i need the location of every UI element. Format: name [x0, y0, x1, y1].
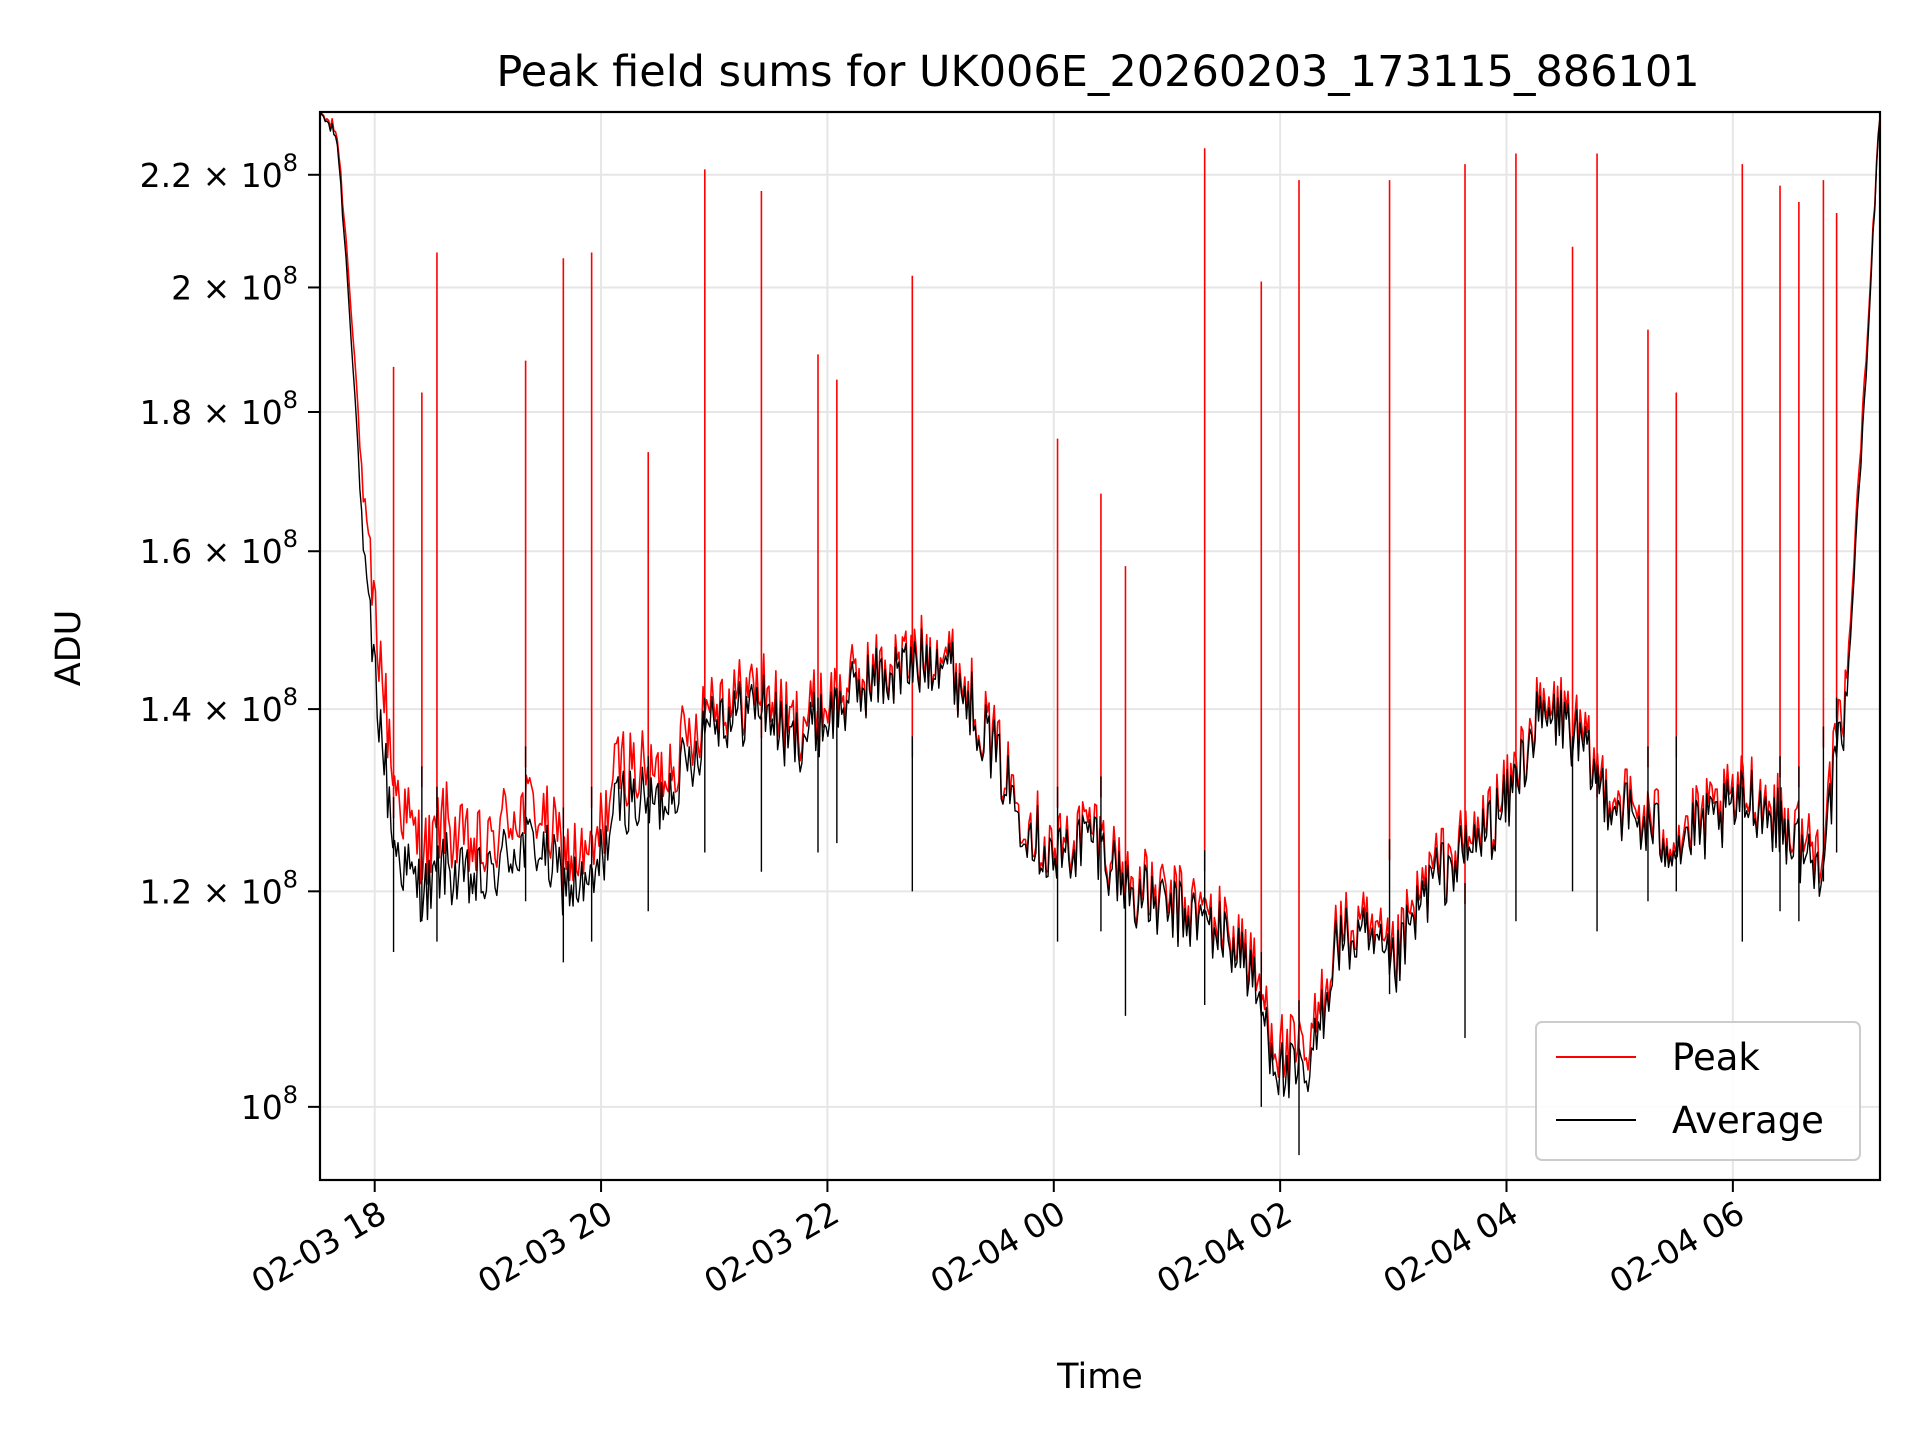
y-tick-exponent: 8 [283, 525, 298, 553]
y-tick-exponent: 8 [283, 865, 298, 893]
y-tick-mantissa: 2.2 × 10 [140, 156, 283, 195]
peak-series-line [320, 112, 1880, 1080]
y-tick-mantissa: 1.2 × 10 [140, 872, 283, 911]
chart-title: Peak field sums for UK006E_20260203_1731… [496, 47, 1699, 97]
y-tick-label: 2 × 108 [171, 261, 298, 307]
y-axis-label: ADU [49, 610, 89, 687]
y-tick-label: 1.2 × 108 [140, 865, 298, 911]
legend: Peak Average [1535, 1021, 1861, 1161]
y-tick-mantissa: 1.8 × 10 [140, 393, 283, 432]
y-tick-exponent: 8 [283, 386, 298, 414]
y-tick-mantissa: 1.6 × 10 [140, 532, 283, 571]
plot-frame [318, 110, 1882, 1182]
legend-peak-label: Peak [1672, 1036, 1760, 1079]
y-tick-label: 2.2 × 108 [140, 149, 298, 195]
x-axis-label: Time [1056, 1357, 1143, 1397]
y-tick-label: 1.6 × 108 [140, 525, 298, 571]
y-tick-exponent: 8 [283, 683, 298, 711]
average-series-line [320, 112, 1880, 1099]
y-tick-mantissa: 1.4 × 10 [140, 690, 283, 729]
grid [320, 112, 1880, 1180]
y-tick-label: 108 [241, 1081, 298, 1127]
y-tick-mantissa: 2 × 10 [171, 268, 283, 307]
series-layer [320, 112, 1880, 1156]
y-tick-exponent: 8 [283, 261, 298, 289]
legend-average-label: Average [1672, 1099, 1824, 1142]
y-tick-exponent: 8 [283, 149, 298, 177]
y-tick-mantissa: 10 [241, 1088, 283, 1127]
y-tick-label: 1.8 × 108 [140, 386, 298, 432]
y-tick-label: 1.4 × 108 [140, 683, 298, 729]
y-tick-exponent: 8 [283, 1081, 298, 1109]
